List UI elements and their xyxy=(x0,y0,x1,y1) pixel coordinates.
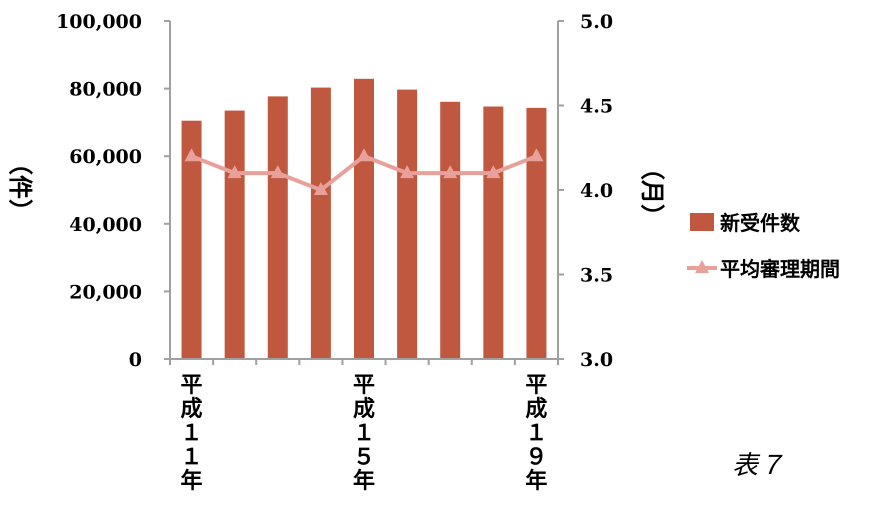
legend-swatch-bar xyxy=(690,213,714,231)
bar xyxy=(397,89,418,359)
left-tick-label: 60,000 xyxy=(69,146,142,168)
x-tick-label: 平成１５年 xyxy=(353,372,375,494)
right-tick-label: 4.5 xyxy=(580,96,613,118)
bar xyxy=(310,87,331,359)
bar xyxy=(181,120,202,360)
bar xyxy=(267,96,288,360)
legend-label-line: 平均審理期間 xyxy=(720,257,840,281)
bar-series xyxy=(181,78,547,360)
legend: 新受件数 平均審理期間 xyxy=(687,211,840,281)
line-point xyxy=(443,165,458,179)
x-tick-label: 平成１１年 xyxy=(181,372,203,494)
legend-label-bar: 新受件数 xyxy=(720,211,801,235)
left-axis-ticks: 0 20,000 40,000 60,000 80,000 100,000 xyxy=(56,11,170,371)
right-tick-label: 5.0 xyxy=(580,11,613,33)
bar xyxy=(526,107,547,359)
bar xyxy=(224,110,245,359)
line-point xyxy=(357,148,371,162)
bar xyxy=(354,78,374,359)
right-axis-ticks: 3.0 3.5 4.0 4.5 5.0 xyxy=(558,11,613,371)
bar xyxy=(483,106,504,359)
line-point xyxy=(313,182,328,195)
left-axis-label: （件） xyxy=(6,151,35,223)
left-tick-label: 0 xyxy=(129,349,142,371)
line-point xyxy=(184,148,199,162)
x-axis-ticks: 平成１１年 平成１５年 平成１９年 xyxy=(169,359,559,494)
left-tick-label: 40,000 xyxy=(69,214,142,236)
line-point xyxy=(400,165,415,179)
line-point xyxy=(227,165,242,179)
line-point xyxy=(486,165,501,179)
right-tick-label: 3.0 xyxy=(580,349,613,371)
left-tick-label: 20,000 xyxy=(69,281,142,303)
figure-annotation: 表７ xyxy=(732,451,784,481)
right-axis-label: （月） xyxy=(638,156,667,228)
line-point xyxy=(270,165,285,179)
x-tick-label: 平成１９年 xyxy=(525,372,547,494)
left-tick-label: 100,000 xyxy=(56,11,142,33)
line-series xyxy=(184,148,544,195)
left-tick-label: 80,000 xyxy=(69,79,142,101)
line-point xyxy=(529,148,544,162)
right-tick-label: 4.0 xyxy=(580,180,613,202)
legend-swatch-marker xyxy=(695,260,709,273)
bar xyxy=(440,101,461,360)
right-tick-label: 3.5 xyxy=(580,265,613,287)
